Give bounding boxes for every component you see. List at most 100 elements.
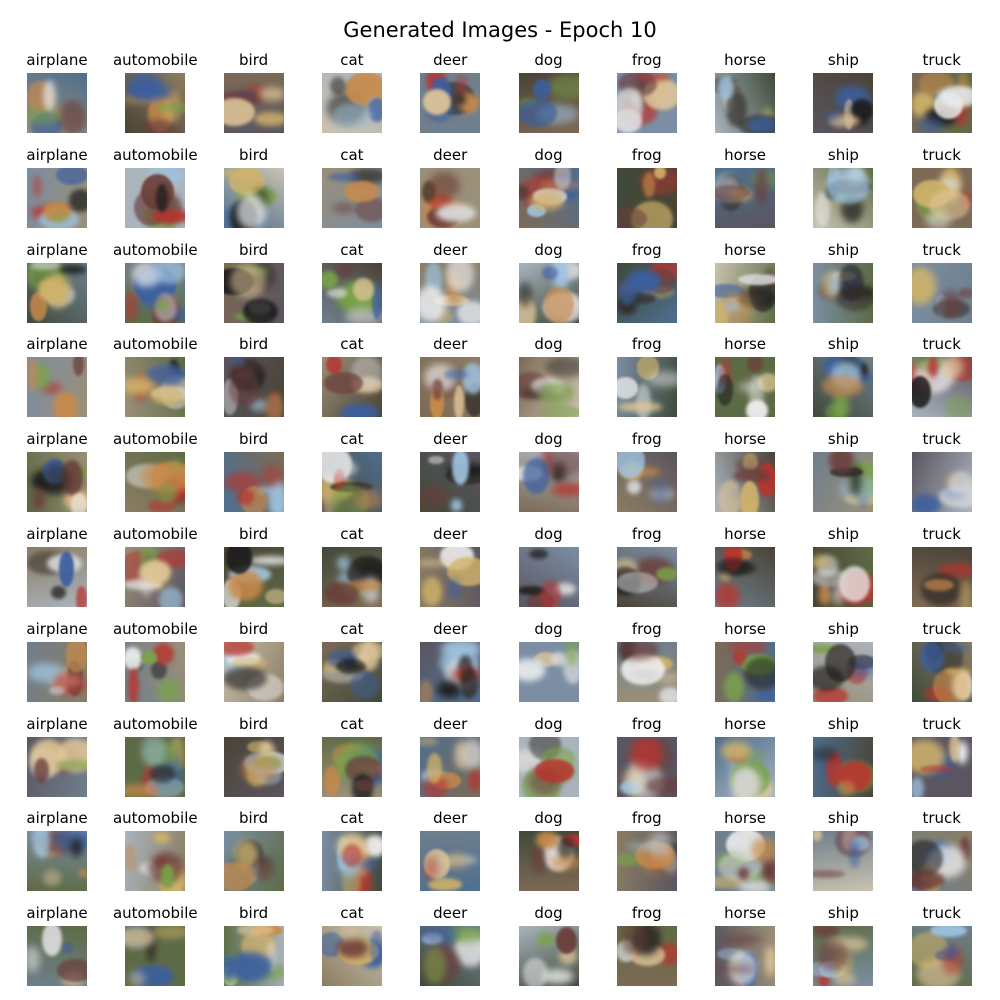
image-blob	[616, 88, 644, 125]
cell-label: bird	[239, 51, 269, 69]
image-blob	[928, 189, 970, 220]
image-blob	[429, 487, 442, 500]
generated-image	[223, 262, 284, 323]
generated-image	[911, 262, 972, 323]
image-blob	[349, 670, 380, 699]
generated-image	[27, 262, 87, 323]
generated-image	[813, 357, 874, 418]
image-blob	[50, 210, 68, 225]
image-blob	[71, 493, 87, 513]
image-blob	[960, 578, 972, 607]
generated-image	[911, 736, 972, 797]
image-blob	[825, 168, 870, 205]
cell-label: horse	[724, 335, 767, 354]
cell-label: frog	[631, 335, 662, 354]
cell-label: deer	[433, 619, 468, 638]
image-blob	[428, 877, 462, 892]
image-blob	[27, 946, 41, 972]
image-blob	[323, 372, 364, 394]
image-blob	[336, 658, 367, 674]
cell-label: horse	[724, 240, 767, 259]
image-blob	[813, 554, 830, 569]
cell-label: horse	[724, 430, 767, 449]
image-blob	[42, 80, 56, 111]
image-blob	[537, 932, 555, 946]
cell-label: bird	[239, 904, 269, 923]
generated-image	[616, 547, 677, 607]
image-blob	[125, 377, 153, 396]
image-blob	[155, 101, 186, 113]
generated-image	[321, 831, 382, 892]
cell-label: frog	[631, 240, 662, 259]
image-blob	[344, 181, 379, 202]
image-blob	[544, 357, 579, 378]
image-blob	[566, 641, 578, 667]
image-blob	[813, 747, 838, 761]
image-blob	[243, 298, 279, 323]
generated-image	[420, 262, 481, 323]
image-blob	[437, 680, 463, 699]
cell-label: airplane	[26, 240, 88, 259]
image-blob	[942, 642, 971, 653]
generated-image	[813, 73, 874, 133]
image-blob	[153, 262, 186, 285]
image-blob	[125, 291, 139, 322]
cell-label: deer	[433, 714, 468, 733]
image-blob	[450, 498, 463, 513]
image-blob	[420, 285, 446, 322]
cell-label: dog	[534, 809, 563, 828]
image-blob	[550, 855, 579, 871]
cell-label: ship	[827, 430, 859, 449]
cell-label: airplane	[26, 525, 88, 543]
image-blob	[76, 585, 87, 607]
image-blob	[62, 942, 74, 954]
image-blob	[649, 487, 674, 501]
image-blob	[424, 848, 451, 880]
generated-image	[420, 831, 481, 892]
image-blob	[616, 376, 639, 399]
image-blob	[156, 679, 181, 702]
image-blob	[453, 740, 467, 769]
image-blob	[423, 856, 438, 882]
generated-image	[321, 452, 382, 513]
image-blob	[150, 764, 176, 784]
image-blob	[656, 672, 677, 685]
image-blob	[254, 111, 284, 127]
cell-label: horse	[724, 619, 767, 638]
image-blob	[125, 843, 137, 872]
image-blob	[928, 357, 939, 378]
image-blob	[58, 551, 75, 587]
image-blob	[328, 459, 358, 477]
image-blob	[746, 357, 764, 373]
image-blob	[955, 740, 968, 765]
image-blob	[338, 926, 361, 940]
generated-image	[518, 926, 579, 987]
generated-image	[223, 641, 284, 702]
generated-image	[813, 736, 874, 797]
image-blob	[761, 857, 776, 886]
cell-label: automobile	[112, 809, 198, 828]
image-blob	[223, 641, 255, 657]
image-blob	[720, 570, 732, 583]
image-blob	[751, 837, 776, 864]
image-blob	[146, 926, 157, 963]
cell-label: automobile	[112, 714, 198, 733]
image-blob	[449, 927, 481, 942]
generated-image	[616, 926, 677, 987]
cell-label: cat	[340, 240, 364, 259]
generated-image	[223, 73, 284, 133]
image-blob	[68, 189, 87, 212]
image-blob	[642, 171, 655, 198]
cell-label: cat	[340, 145, 364, 164]
image-blob	[837, 781, 856, 797]
image-blob	[529, 548, 549, 559]
image-blob	[916, 115, 945, 133]
image-blob	[427, 752, 443, 784]
image-blob	[51, 585, 67, 599]
image-blob	[48, 686, 65, 696]
image-blob	[140, 736, 166, 767]
generated-image	[518, 167, 579, 228]
image-blob	[441, 641, 481, 660]
generated-image	[715, 73, 776, 133]
image-blob	[833, 972, 858, 986]
